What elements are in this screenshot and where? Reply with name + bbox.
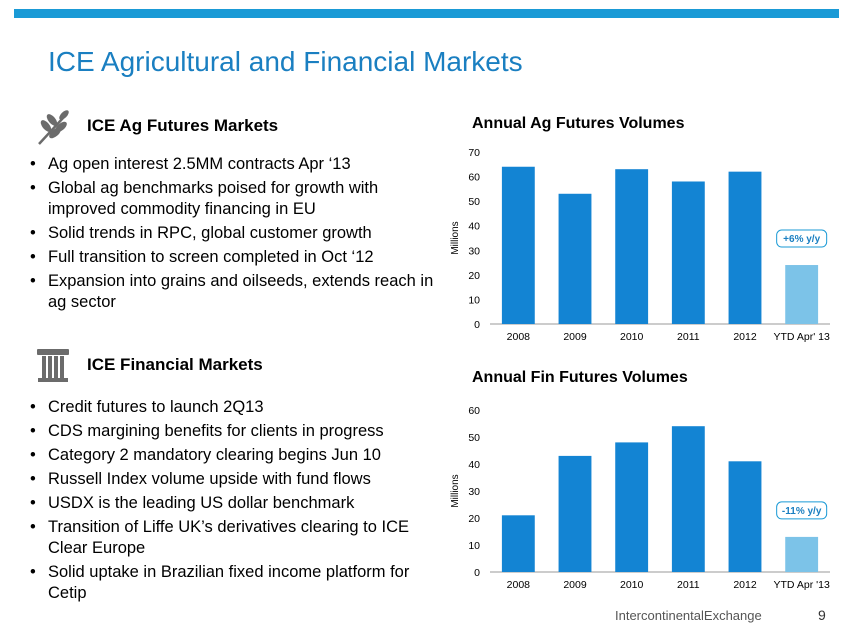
y-tick-label: 20: [468, 513, 480, 525]
fin-bullet-1: Credit futures to launch 2Q13: [30, 397, 435, 418]
bar: [558, 193, 592, 324]
bar: [671, 181, 705, 324]
y-axis-label: Millions: [450, 221, 461, 254]
ag-chart-title: Annual Ag Futures Volumes: [472, 115, 685, 132]
y-tick-label: 50: [468, 432, 480, 444]
page-title: ICE Agricultural and Financial Markets: [48, 46, 523, 77]
yoy-annotation-text: -11% y/y: [782, 506, 822, 517]
ag-bullet-5: Expansion into grains and oilseeds, exte…: [30, 271, 435, 313]
fin-section-heading: ICE Financial Markets: [87, 355, 263, 374]
y-tick-label: 20: [468, 270, 480, 282]
bar: [728, 171, 762, 324]
ag-bullet-list: Ag open interest 2.5MM contracts Apr ‘13…: [30, 154, 435, 316]
y-tick-label: 50: [468, 196, 480, 208]
y-tick-label: 0: [474, 567, 480, 579]
y-tick-label: 60: [468, 172, 480, 184]
x-tick-label: 2011: [677, 331, 700, 343]
bar: [501, 515, 535, 572]
bar: [671, 426, 705, 572]
x-tick-label: 2012: [733, 579, 757, 591]
yoy-annotation-box: [776, 501, 828, 520]
fin-bullet-3: Category 2 mandatory clearing begins Jun…: [30, 445, 435, 466]
ag-section-heading: ICE Ag Futures Markets: [87, 116, 279, 135]
footer-brand: IntercontinentalExchange: [615, 608, 762, 623]
y-tick-label: 70: [468, 147, 480, 159]
x-tick-label: 2012: [733, 331, 757, 343]
y-tick-label: 40: [468, 459, 480, 471]
ag-bullet-4: Full transition to screen completed in O…: [30, 247, 435, 268]
page-number: 9: [818, 607, 826, 623]
x-tick-label: 2008: [507, 331, 531, 343]
y-tick-label: 10: [468, 540, 480, 552]
wheat-icon: [38, 110, 69, 145]
y-tick-label: 30: [468, 486, 480, 498]
fin-bullet-list: Credit futures to launch 2Q13 CDS margin…: [30, 397, 435, 607]
x-tick-label: 2010: [620, 579, 644, 591]
fin-bullet-4: Russell Index volume upside with fund fl…: [30, 469, 435, 490]
ag-bullet-2: Global ag benchmarks poised for growth w…: [30, 178, 435, 220]
fin-bullet-2: CDS margining benefits for clients in pr…: [30, 421, 435, 442]
fin-bullet-6: Transition of Liffe UK’s derivatives cle…: [30, 517, 435, 559]
y-axis-label: Millions: [450, 474, 461, 507]
fin-futures-volume-chart: Millions 0 10 20 30 40 50 60 2008 2009 2010 2011 201…: [450, 405, 830, 591]
ag-bullet-1: Ag open interest 2.5MM contracts Apr ‘13: [30, 154, 435, 175]
bar: [558, 455, 592, 572]
fin-bullet-5: USDX is the leading US dollar benchmark: [30, 493, 435, 514]
yoy-annotation-text: +6% y/y: [783, 234, 820, 245]
bar: [615, 169, 649, 324]
y-tick-label: 10: [468, 294, 480, 306]
column-pillar-icon: [37, 349, 69, 382]
y-tick-label: 0: [474, 319, 480, 331]
fin-bullet-7: Solid uptake in Brazilian fixed income p…: [30, 562, 435, 604]
x-tick-label: 2010: [620, 331, 644, 343]
ytd-bar: [785, 536, 819, 572]
x-tick-label: 2009: [563, 331, 587, 343]
x-tick-label: 2011: [677, 579, 700, 591]
top-accent-bar: [14, 9, 839, 18]
y-tick-label: 30: [468, 245, 480, 257]
ag-futures-volume-chart: Millions 0 10 20 30 40 50 60 70 2008 2009 2010 2011 2…: [450, 147, 830, 343]
y-tick-label: 40: [468, 221, 480, 233]
ytd-bar: [785, 265, 819, 324]
fin-chart-title: Annual Fin Futures Volumes: [472, 369, 688, 386]
yoy-annotation-box: [776, 229, 828, 248]
x-tick-label: YTD Apr '13: [774, 579, 830, 591]
bar: [615, 442, 649, 572]
x-tick-label: YTD Apr' 13: [774, 331, 830, 343]
x-tick-label: 2009: [563, 579, 587, 591]
y-tick-label: 60: [468, 405, 480, 417]
x-tick-label: 2008: [507, 579, 531, 591]
ag-bullet-3: Solid trends in RPC, global customer gro…: [30, 223, 435, 244]
bar: [728, 461, 762, 572]
bar: [501, 166, 535, 324]
